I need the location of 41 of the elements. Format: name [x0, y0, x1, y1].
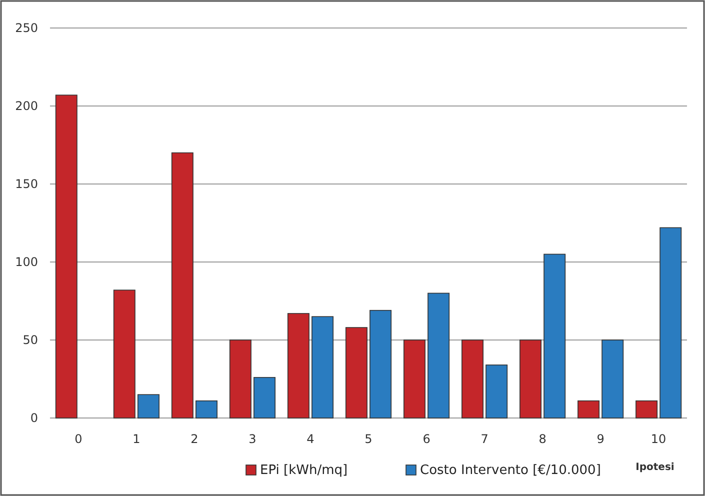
- bar: [428, 292, 450, 418]
- bar: [370, 310, 392, 418]
- y-tick-label: 250: [15, 21, 38, 36]
- bar: [345, 327, 368, 418]
- x-tick-label: 1: [132, 432, 140, 446]
- bar: [55, 94, 78, 418]
- x-tick-label: 6: [422, 432, 430, 446]
- x-tick-label: 8: [538, 432, 546, 446]
- x-tick-label: 10: [650, 432, 666, 446]
- y-tick-label: 150: [15, 177, 38, 192]
- bar: [254, 377, 276, 418]
- y-tick-label: 0: [30, 411, 38, 426]
- bar: [602, 340, 624, 418]
- bar: [520, 340, 542, 418]
- bar: [403, 340, 426, 418]
- x-tick-label: 0: [74, 432, 82, 446]
- x-tick-label: 4: [306, 432, 314, 446]
- bar: [229, 340, 252, 418]
- legend-label: Costo Intervento [€/10.000]: [420, 463, 601, 478]
- bar: [486, 364, 508, 418]
- y-tick-label: 100: [15, 255, 38, 270]
- y-tick-label: 200: [15, 99, 38, 114]
- legend-label: EPi [kWh/mq]: [260, 463, 348, 478]
- x-tick-label: 2: [190, 432, 198, 446]
- bar: [462, 340, 484, 418]
- y-tick-label: 50: [22, 333, 38, 348]
- x-tick-label: 9: [596, 432, 604, 446]
- bar: [312, 316, 334, 418]
- x-axis-title: Ipotesi: [636, 462, 674, 473]
- bar: [578, 400, 600, 418]
- bar: [113, 290, 136, 418]
- bar: [171, 152, 194, 418]
- bar: [287, 313, 310, 418]
- bar: [660, 227, 682, 418]
- bar: [196, 400, 218, 418]
- x-tick-label: 7: [480, 432, 488, 446]
- x-tick-label: 5: [364, 432, 372, 446]
- bar: [137, 394, 160, 418]
- bar: [544, 254, 566, 418]
- bar: [636, 400, 658, 418]
- x-tick-label: 3: [248, 432, 256, 446]
